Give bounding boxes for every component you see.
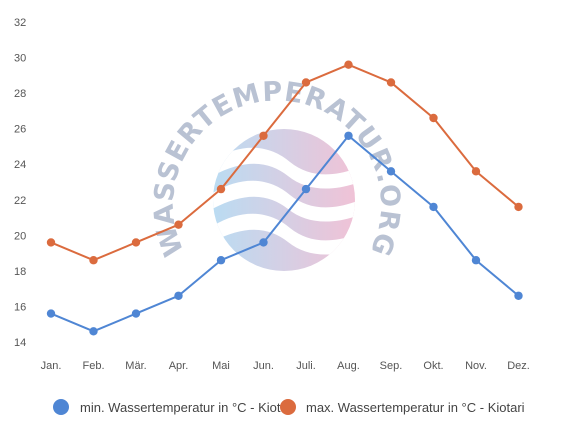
data-point[interactable] [471, 256, 481, 265]
data-point[interactable] [386, 78, 396, 87]
x-tick-label: Okt. [423, 360, 443, 372]
series-layer [46, 60, 523, 336]
legend-item[interactable]: max. Wassertemperatur in °C - Kiotari [280, 399, 525, 415]
x-tick-label: Dez. [507, 360, 530, 372]
x-tick-label: Mai [212, 360, 230, 372]
y-tick-label: 24 [14, 159, 26, 171]
data-point[interactable] [259, 131, 268, 140]
data-point[interactable] [46, 309, 56, 318]
data-point[interactable] [131, 309, 141, 318]
data-point[interactable] [301, 78, 311, 87]
data-point[interactable] [89, 256, 98, 265]
y-tick-label: 28 [14, 88, 26, 100]
data-point[interactable] [386, 167, 396, 176]
data-point[interactable] [344, 60, 353, 69]
x-axis-ticks: Jan. Feb. Mär. Apr. Mai Jun. Juli. Aug. Sep. Okt.… [41, 360, 530, 372]
legend-label: max. Wassertemperatur in °C - Kiotari [306, 400, 525, 415]
x-tick-label: Jun. [253, 360, 274, 372]
y-tick-label: 20 [14, 230, 26, 242]
y-tick-label: 30 [14, 53, 26, 65]
x-tick-label: Juli. [296, 360, 316, 372]
data-point[interactable] [46, 238, 56, 247]
data-point[interactable] [471, 167, 481, 176]
y-tick-label: 22 [14, 195, 26, 207]
x-tick-label: Apr. [169, 360, 189, 372]
data-point[interactable] [514, 202, 523, 212]
data-point[interactable] [131, 238, 141, 247]
data-point[interactable] [344, 131, 353, 140]
data-point[interactable] [216, 256, 226, 265]
x-tick-label: Mär. [125, 360, 146, 372]
series-max [46, 60, 523, 265]
x-tick-label: Aug. [337, 360, 360, 372]
x-tick-label: Feb. [82, 360, 104, 372]
legend-item[interactable]: min. Wassertemperatur in °C - Kiotari [53, 399, 295, 415]
series-line [50, 63, 520, 262]
x-tick-label: Jan. [41, 360, 62, 372]
data-point[interactable] [301, 184, 311, 194]
data-point[interactable] [89, 327, 98, 336]
y-tick-label: 26 [14, 124, 26, 136]
data-point[interactable] [429, 113, 438, 123]
data-point[interactable] [259, 238, 268, 247]
y-tick-label: 32 [14, 17, 26, 29]
legend: min. Wassertemperatur in °C - Kiotari max… [53, 399, 525, 415]
legend-marker [280, 399, 296, 415]
y-tick-label: 18 [14, 266, 26, 278]
data-point[interactable] [216, 184, 226, 194]
x-tick-label: Nov. [465, 360, 487, 372]
series-line [50, 134, 520, 333]
data-point[interactable] [514, 291, 523, 300]
data-point[interactable] [174, 291, 183, 300]
series-min [46, 131, 523, 336]
x-tick-label: Sep. [380, 360, 403, 372]
watermark-logo: WASSERTEMPERATUR.ORG [149, 76, 405, 271]
y-tick-label: 14 [14, 337, 26, 349]
y-axis-ticks: 14 16 18 20 22 24 26 28 30 32 [14, 17, 26, 349]
data-point[interactable] [174, 220, 183, 229]
data-point[interactable] [429, 202, 438, 212]
legend-marker [53, 399, 69, 415]
y-tick-label: 16 [14, 301, 26, 313]
legend-label: min. Wassertemperatur in °C - Kiotari [80, 400, 295, 415]
